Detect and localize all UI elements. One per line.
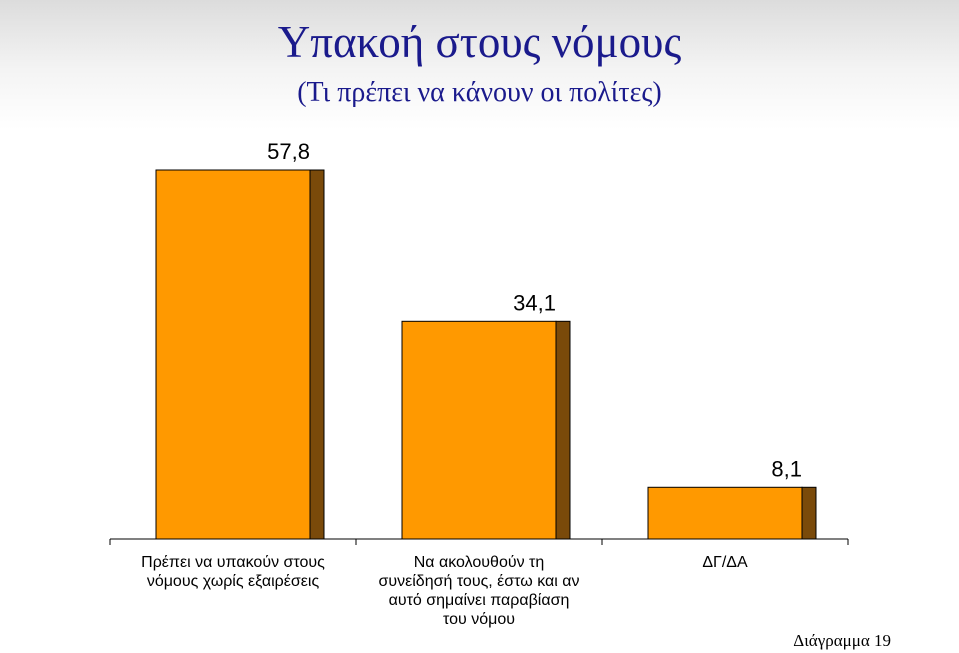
data-label: 57,8 [267, 139, 310, 164]
bar-side [309, 169, 325, 540]
bar [155, 169, 311, 540]
chart-subtitle: (Τι πρέπει να κάνουν οι πολίτες) [297, 77, 662, 108]
data-label: 8,1 [771, 456, 802, 481]
figure-number: Διάγραμμα 19 [793, 631, 891, 650]
chart-title: Υπακοή στους νόμους [277, 17, 682, 67]
bar [401, 320, 557, 540]
bar-side [801, 486, 817, 540]
category-label: Πρέπει να υπακούν στους νόμους χωρίς εξαι… [141, 554, 325, 590]
category-label: ΔΓ/ΔΑ [702, 554, 748, 571]
data-label: 34,1 [513, 290, 556, 315]
bar-side [555, 320, 571, 540]
bar [647, 486, 803, 540]
category-label: Να ακολουθούν τη συνείδησή τους, έστω και… [378, 554, 579, 628]
